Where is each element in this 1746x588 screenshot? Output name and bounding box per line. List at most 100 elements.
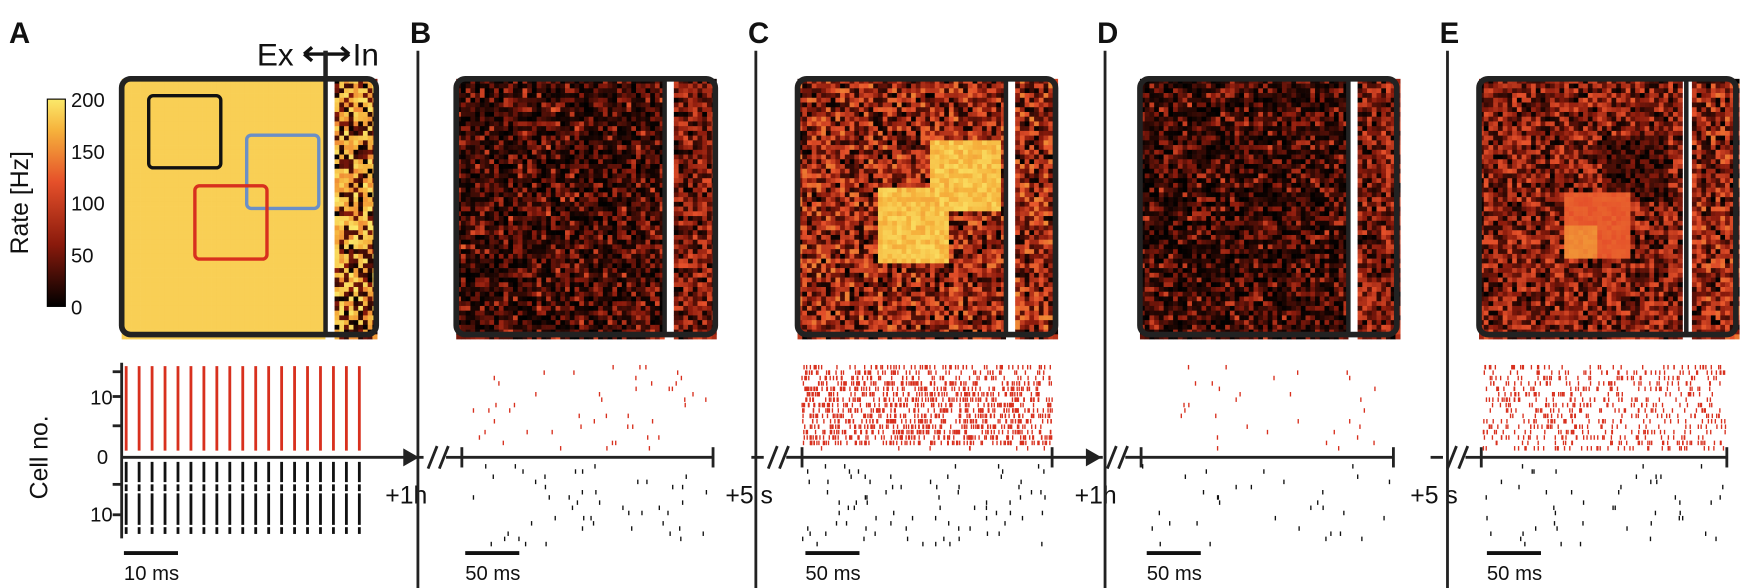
heat-cell <box>230 192 236 198</box>
heat-cell <box>168 287 175 293</box>
heat-cell <box>508 107 514 113</box>
heat-cell <box>626 178 632 184</box>
heat-cell <box>362 216 369 222</box>
heat-cell <box>287 320 293 326</box>
break-label: +1h <box>1075 483 1117 510</box>
heat-cell <box>244 291 250 297</box>
heat-cell <box>187 111 193 118</box>
heat-cell <box>494 206 500 212</box>
heat-cell <box>230 239 236 245</box>
heat-cell <box>334 263 340 269</box>
heat-cell <box>484 145 490 151</box>
heat-cell <box>489 159 495 165</box>
heat-cell <box>216 102 222 108</box>
heat-cell <box>362 187 369 193</box>
heat-cell <box>173 282 179 288</box>
heat-cell <box>541 140 547 146</box>
heat-cell <box>216 83 222 89</box>
heat-cell <box>334 301 340 307</box>
heat-cell <box>131 230 137 236</box>
heat-cell <box>249 320 255 326</box>
colorbar-tick: 100 <box>71 194 105 216</box>
heat-cell <box>479 121 485 127</box>
heat-cell <box>353 268 359 274</box>
heat-cell <box>135 225 141 231</box>
scale-bar-label: 50 ms <box>1147 563 1202 585</box>
heat-cell <box>621 140 627 146</box>
heat-cell <box>583 145 590 151</box>
heat-cell <box>140 249 146 255</box>
heat-cell <box>588 192 594 198</box>
heat-cell <box>465 197 471 203</box>
heat-cell <box>258 93 264 99</box>
heat-cell <box>183 305 189 312</box>
heat-cell <box>353 107 359 113</box>
heat-cell <box>339 220 345 226</box>
heat-cell <box>301 130 307 136</box>
heat-cell <box>353 301 359 307</box>
heat-cell <box>306 164 312 170</box>
heat-cell <box>225 173 231 179</box>
heat-cell <box>465 159 471 165</box>
heat-cell <box>154 310 160 316</box>
heat-cell <box>154 121 160 127</box>
heat-cell <box>546 97 552 103</box>
heat-cell <box>460 154 467 160</box>
heat-cell <box>249 216 255 222</box>
heat-cell <box>301 140 307 146</box>
heat-cell <box>569 83 575 89</box>
heat-cell <box>536 197 542 203</box>
heat-cell <box>673 253 679 259</box>
heat-cell <box>126 149 132 155</box>
heat-cell <box>211 126 217 132</box>
heat-cell <box>654 211 660 217</box>
heat-cell <box>353 83 359 89</box>
panel-label: D <box>1097 17 1118 50</box>
heat-cell <box>517 102 523 108</box>
heat-cell <box>702 258 708 264</box>
heat-cell <box>287 305 293 312</box>
heat-cell <box>517 159 523 165</box>
heat-cell <box>291 296 298 302</box>
heat-cell <box>254 197 260 203</box>
heat-cell <box>565 83 571 89</box>
heat-cell <box>211 116 217 122</box>
heat-cell <box>353 239 359 245</box>
heat-cell <box>494 263 500 269</box>
heat-cell <box>489 225 495 231</box>
heat-cell <box>339 159 345 165</box>
heat-cell <box>249 130 255 136</box>
heat-cell <box>159 83 165 89</box>
heat-cell <box>362 206 369 212</box>
heat-cell <box>178 324 184 330</box>
heat-cell <box>206 282 212 288</box>
heat-cell <box>683 178 689 184</box>
heat-cell <box>569 111 575 118</box>
heat-cell <box>126 130 132 136</box>
heat-cell <box>164 154 170 160</box>
heat-cell <box>659 159 665 165</box>
heat-cell <box>310 282 316 288</box>
heat-cell <box>569 182 575 189</box>
heat-cell <box>522 178 528 184</box>
heat-cell <box>678 145 684 151</box>
heat-cell <box>607 253 613 259</box>
heat-cell <box>135 201 141 207</box>
heat-cell <box>470 168 476 174</box>
heat-cell <box>673 211 679 217</box>
heat-cell <box>555 107 561 113</box>
heat-cell <box>612 145 618 151</box>
heat-cell <box>192 126 198 132</box>
heat-cell <box>602 211 608 217</box>
heat-cell <box>277 268 283 274</box>
heat-cell <box>645 216 651 222</box>
heat-cell <box>320 211 326 217</box>
heat-cell <box>706 244 713 250</box>
heat-cell <box>574 244 580 250</box>
heat-cell <box>631 135 637 141</box>
heat-cell <box>268 173 274 179</box>
heat-cell <box>697 88 703 94</box>
heat-cell <box>678 83 684 89</box>
heat-cell <box>560 130 566 136</box>
heat-cell <box>216 121 222 127</box>
